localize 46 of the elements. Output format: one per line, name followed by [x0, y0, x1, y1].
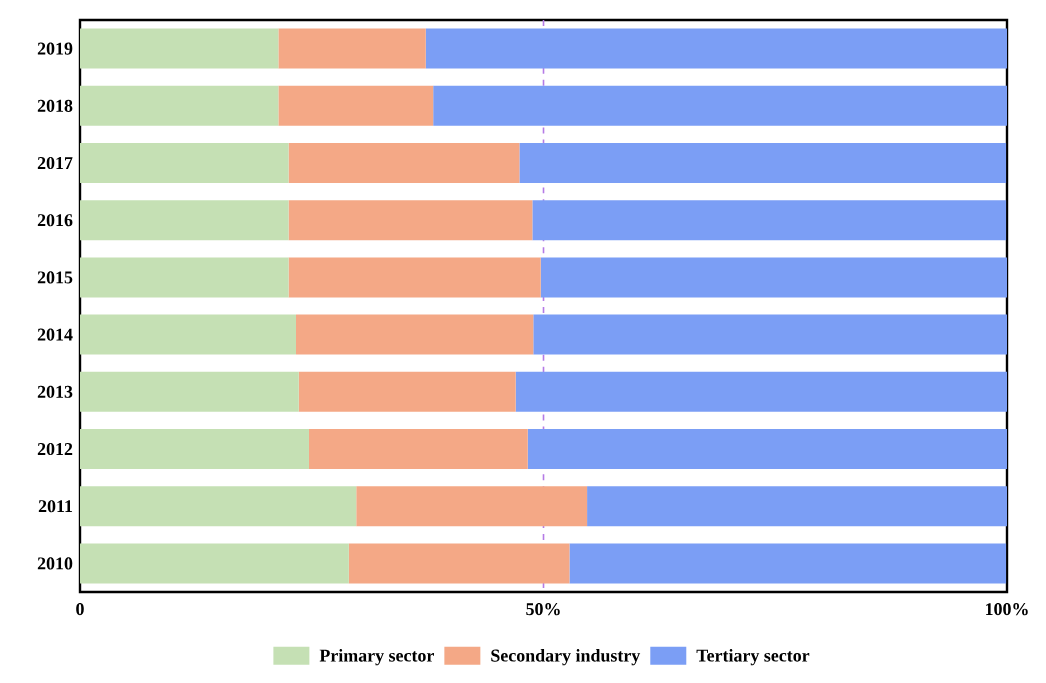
bar [308, 429, 528, 470]
bar [80, 314, 296, 355]
bar [298, 371, 516, 412]
bar [80, 543, 349, 584]
bar [356, 486, 588, 527]
bar [433, 85, 1008, 126]
y-tick-label: 2012 [37, 442, 73, 456]
bar [569, 543, 1007, 584]
y-tick-label: 2015 [37, 271, 73, 284]
y-tick-label: 2013 [37, 385, 73, 398]
y-tick-label: 2010 [37, 557, 73, 570]
bar [295, 314, 534, 355]
legend-label: Primary sector [319, 649, 434, 666]
bar [533, 314, 1008, 355]
bar [278, 28, 426, 69]
bar [80, 257, 289, 298]
y-tick-label: 2011 [38, 500, 73, 513]
bar [540, 257, 1008, 298]
y-tick-label: 2014 [37, 328, 73, 341]
bar [278, 85, 434, 126]
x-tick-label: 100% [986, 603, 1028, 616]
bar [527, 429, 1008, 470]
bar [532, 200, 1007, 241]
legend-label: Tertiary sector [696, 649, 810, 666]
bar [288, 257, 541, 298]
bar [587, 486, 1008, 527]
y-tick-label: 2016 [37, 214, 73, 227]
y-tick-label: 2019 [37, 42, 73, 55]
bar [80, 429, 309, 470]
bar [80, 371, 299, 412]
bar [348, 543, 570, 584]
bar [519, 143, 1007, 184]
bar [288, 200, 533, 241]
y-tick-label: 2017 [37, 156, 73, 170]
bar [425, 28, 1008, 69]
bar [80, 486, 357, 527]
y-tick-label: 2018 [37, 99, 73, 112]
bar [288, 143, 520, 184]
bar [515, 371, 1008, 412]
x-tick-label: 50% [526, 603, 560, 616]
bar [80, 200, 289, 241]
bar [80, 28, 279, 69]
x-tick-label: 0 [76, 603, 84, 616]
bar [80, 85, 279, 126]
bar [80, 143, 289, 184]
legend-label: Secondary industry [491, 649, 641, 666]
